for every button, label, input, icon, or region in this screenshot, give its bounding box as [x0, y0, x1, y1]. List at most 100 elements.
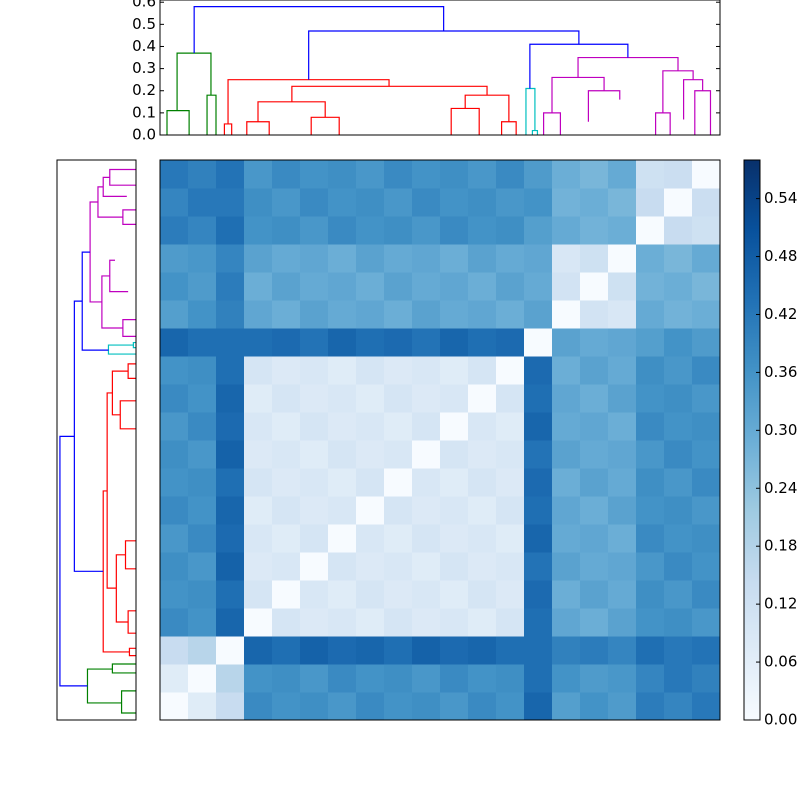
heatmap-cell: [272, 468, 301, 497]
heatmap-cell: [412, 440, 441, 469]
heatmap-cell: [356, 664, 385, 693]
heatmap-cell: [328, 244, 357, 273]
heatmap-cell: [188, 412, 217, 441]
heatmap-cell: [412, 580, 441, 609]
heatmap-cell: [244, 160, 273, 189]
heatmap-cell: [216, 216, 245, 245]
heatmap-cell: [300, 188, 329, 217]
heatmap-cell: [328, 580, 357, 609]
heatmap-cell: [524, 580, 553, 609]
heatmap-cell: [272, 692, 301, 721]
heatmap-cell: [188, 440, 217, 469]
heatmap-cell: [300, 356, 329, 385]
heatmap-cell: [328, 552, 357, 581]
heatmap-cell: [216, 160, 245, 189]
heatmap-cell: [412, 300, 441, 329]
heatmap-cell: [664, 692, 693, 721]
heatmap-cell: [440, 160, 469, 189]
heatmap-cell: [188, 384, 217, 413]
heatmap-cell: [412, 524, 441, 553]
heatmap-cell: [272, 300, 301, 329]
heatmap-cell: [300, 384, 329, 413]
heatmap-cell: [244, 496, 273, 525]
heatmap-cell: [552, 356, 581, 385]
colorbar-tick-label: 0.48: [764, 247, 797, 265]
heatmap-cell: [524, 524, 553, 553]
heatmap-cell: [580, 328, 609, 357]
heatmap-cell: [580, 216, 609, 245]
heatmap-cell: [188, 328, 217, 357]
heatmap-cell: [468, 440, 497, 469]
dendrogram-link: [257, 101, 326, 122]
heatmap-cell: [244, 664, 273, 693]
heatmap-cell: [440, 440, 469, 469]
dendrogram-link: [683, 79, 704, 120]
heatmap-cell: [524, 356, 553, 385]
heatmap-cell: [692, 440, 721, 469]
y-tick-label: 0.2: [132, 81, 156, 99]
heatmap-cell: [496, 664, 525, 693]
row-dendrogram-link: [119, 400, 136, 430]
heatmap-cell: [468, 300, 497, 329]
heatmap-cell: [440, 664, 469, 693]
heatmap-cell: [244, 384, 273, 413]
y-tick-label: 0.3: [132, 59, 156, 77]
heatmap-cell: [692, 524, 721, 553]
heatmap-cell: [216, 496, 245, 525]
heatmap-cell: [524, 692, 553, 721]
heatmap-cell: [188, 636, 217, 665]
heatmap-cell: [636, 664, 665, 693]
heatmap-cell: [496, 580, 525, 609]
heatmap-cell: [244, 356, 273, 385]
heatmap-cell: [384, 636, 413, 665]
heatmap-cell: [384, 608, 413, 637]
heatmap-cell: [440, 188, 469, 217]
heatmap-cell: [272, 160, 301, 189]
dendrogram-link: [662, 70, 694, 113]
heatmap-cell: [580, 692, 609, 721]
heatmap-cell: [300, 244, 329, 273]
heatmap-cell: [664, 412, 693, 441]
axis-frame: [159, 159, 721, 721]
heatmap-cell: [664, 272, 693, 301]
heatmap-cell: [636, 244, 665, 273]
heatmap-cell: [580, 300, 609, 329]
heatmap-cell: [580, 356, 609, 385]
heatmap-cell: [664, 384, 693, 413]
heatmap-cell: [692, 580, 721, 609]
colorbar-frame: [743, 159, 761, 721]
dendrogram-link: [587, 90, 621, 122]
heatmap-cell: [216, 468, 245, 497]
heatmap-cell: [524, 608, 553, 637]
heatmap-cell: [244, 188, 273, 217]
heatmap-cell: [664, 356, 693, 385]
heatmap-cell: [468, 468, 497, 497]
heatmap-cell: [608, 552, 637, 581]
heatmap-cell: [552, 552, 581, 581]
heatmap-cell: [440, 608, 469, 637]
heatmap-cell: [328, 692, 357, 721]
heatmap-cell: [496, 412, 525, 441]
heatmap-cell: [384, 468, 413, 497]
heatmap-cell: [496, 524, 525, 553]
heatmap-cell: [468, 384, 497, 413]
heatmap-cell: [580, 188, 609, 217]
heatmap-cell: [468, 552, 497, 581]
heatmap-cell: [440, 356, 469, 385]
heatmap-cell: [552, 160, 581, 189]
colorbar-tick-label: 0.30: [764, 421, 797, 439]
row-dendrogram-link: [122, 209, 136, 225]
heatmap-cell: [552, 384, 581, 413]
heatmap-cell: [356, 244, 385, 273]
heatmap-cell: [580, 272, 609, 301]
colorbar-tick-label: 0.42: [764, 305, 797, 323]
heatmap-cell: [608, 580, 637, 609]
heatmap-cell: [468, 580, 497, 609]
heatmap-cell: [664, 468, 693, 497]
heatmap-cell: [384, 496, 413, 525]
heatmap-cell: [412, 496, 441, 525]
heatmap-cell: [272, 552, 301, 581]
heatmap-cell: [580, 440, 609, 469]
heatmap-cell: [300, 552, 329, 581]
heatmap-cell: [272, 412, 301, 441]
